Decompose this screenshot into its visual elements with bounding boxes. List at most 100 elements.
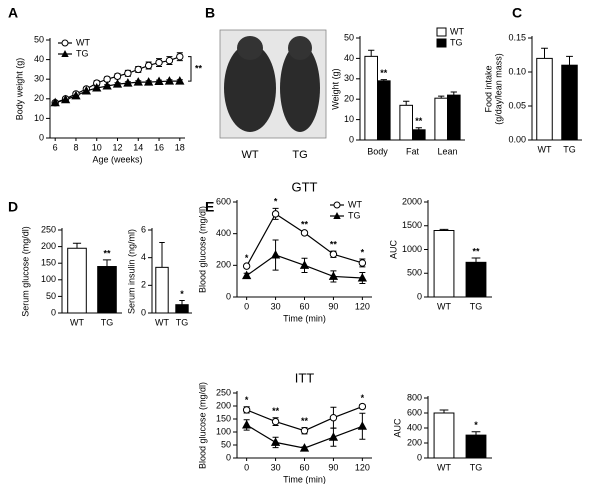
marker — [164, 76, 175, 85]
x-tick-label: Fat — [406, 146, 420, 156]
legend-label: WT — [450, 26, 464, 36]
x-axis-label: Time (min) — [283, 474, 326, 484]
bar — [433, 412, 455, 459]
bar — [412, 129, 426, 141]
bar — [434, 97, 448, 141]
y-tick-label: 0 — [226, 452, 231, 462]
significance: ** — [301, 220, 309, 230]
marker — [271, 210, 280, 218]
bar — [447, 94, 461, 141]
x-tick-label: TG — [176, 317, 189, 327]
y-tick-label: 150 — [216, 413, 231, 423]
x-tick-label: TG — [563, 144, 576, 154]
y-axis-label: Blood glucose (mg/dl) — [197, 382, 207, 469]
y-tick-label: 50 — [344, 32, 354, 42]
marker — [358, 259, 367, 267]
legend-swatch — [436, 27, 447, 37]
marker — [270, 437, 281, 446]
marker — [144, 77, 154, 86]
marker — [176, 52, 184, 61]
y-tick-label: 200 — [407, 437, 422, 447]
mouse-photo — [219, 29, 327, 139]
marker — [242, 406, 251, 414]
y-tick-label: 500 — [407, 268, 422, 278]
marker — [60, 94, 71, 104]
x-tick-label: TG — [101, 317, 114, 327]
y-tick-label: 0.10 — [508, 66, 526, 76]
bar — [561, 64, 578, 141]
significance: ** — [380, 68, 388, 78]
marker — [329, 414, 338, 422]
y-tick-label: 200 — [216, 400, 231, 410]
y-axis-label: Body weight (g) — [14, 58, 24, 121]
marker — [50, 97, 60, 107]
bracket — [188, 56, 192, 82]
marker — [124, 69, 132, 78]
y-axis-label: Blood glucose (mg/dl) — [197, 206, 207, 293]
y-tick-label: 50 — [46, 291, 56, 301]
marker — [154, 76, 164, 86]
x-tick-label: 10 — [92, 142, 102, 152]
y-tick-label: 0 — [417, 452, 422, 462]
error-bar — [368, 49, 375, 57]
y-tick-label: 40 — [344, 53, 354, 63]
y-tick-label: 0 — [51, 307, 56, 317]
error-bar — [471, 431, 481, 436]
marker — [123, 78, 133, 87]
panel-label: C — [512, 5, 522, 21]
y-tick-label: 400 — [407, 422, 422, 432]
panel-label: B — [205, 5, 215, 21]
x-axis-label: Age (weeks) — [92, 154, 142, 164]
y-tick-label: 4 — [141, 252, 146, 262]
marker — [271, 417, 280, 426]
y-tick-label: 600 — [216, 196, 231, 206]
error-bar — [102, 259, 112, 267]
y-tick-label: 10 — [34, 113, 44, 123]
x-tick-label: WT — [538, 144, 552, 154]
significance: * — [274, 197, 278, 207]
legend-marker — [61, 50, 69, 57]
marker — [165, 56, 174, 65]
x-tick-label: 14 — [133, 142, 143, 152]
y-tick-label: 250 — [41, 224, 56, 234]
y-tick-label: 0 — [39, 132, 44, 142]
significance: * — [180, 289, 184, 299]
error-bar — [159, 241, 165, 268]
x-tick-label: 120 — [355, 301, 370, 311]
bar — [97, 266, 117, 314]
y-tick-label: 200 — [216, 260, 231, 270]
marker — [357, 421, 367, 430]
x-tick-label: WT — [70, 317, 84, 327]
y-tick-label: 1000 — [402, 244, 422, 254]
y-tick-label: 30 — [34, 74, 44, 84]
marker — [133, 77, 143, 86]
marker — [242, 419, 252, 429]
bar — [399, 104, 413, 141]
error-bar — [450, 91, 457, 96]
x-tick-label: 0 — [244, 301, 249, 311]
y-axis-label: Food intake — [483, 65, 493, 112]
x-tick-label: WT — [437, 301, 451, 311]
legend-label: WT — [348, 199, 362, 209]
error-bar — [566, 55, 573, 66]
error-bar — [179, 300, 185, 305]
y-axis-label: Serum insulin (ng/ml) — [126, 229, 136, 314]
marker — [300, 427, 309, 435]
chart-title: ITT — [295, 370, 315, 385]
marker — [175, 76, 185, 85]
marker — [92, 82, 102, 92]
x-tick-label: 60 — [299, 462, 309, 472]
legend-label: TG — [348, 210, 361, 220]
bar — [364, 55, 378, 141]
photo-label: WT — [241, 149, 258, 161]
significance: ** — [301, 416, 309, 426]
bar — [175, 304, 189, 314]
significance: ** — [472, 246, 480, 256]
x-tick-label: 8 — [73, 142, 78, 152]
marker — [242, 262, 251, 270]
y-tick-label: 100 — [41, 274, 56, 284]
x-tick-label: 120 — [355, 462, 370, 472]
y-tick-label: 600 — [407, 407, 422, 417]
x-tick-label: 6 — [53, 142, 58, 152]
